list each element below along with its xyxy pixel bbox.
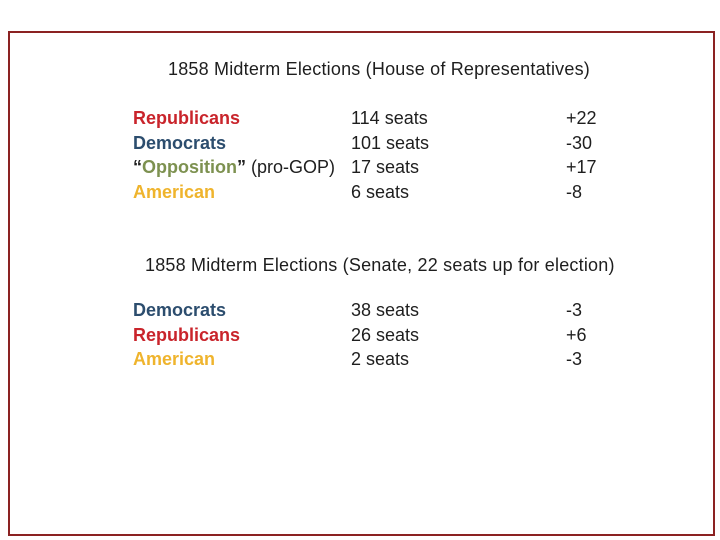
party-name: American bbox=[133, 181, 216, 202]
open-quote: “ bbox=[133, 157, 142, 177]
seats-value: 38 seats bbox=[351, 300, 420, 320]
house-results-table: Republicans 114 seats +22 Democrats 101 seat… bbox=[133, 106, 597, 204]
party-note: (pro-GOP) bbox=[245, 157, 335, 177]
party-name: Republicans bbox=[133, 324, 241, 345]
change-value: +17 bbox=[566, 157, 597, 177]
party-label: Democrats bbox=[133, 298, 351, 323]
seats-value: 114 seats bbox=[351, 108, 428, 128]
party-label: Republicans bbox=[133, 323, 351, 348]
party-label: Democrats bbox=[133, 131, 351, 156]
change-value: -30 bbox=[566, 132, 593, 153]
change-value: -3 bbox=[566, 300, 583, 320]
seats-value: 26 seats bbox=[351, 324, 420, 345]
party-name: Opposition bbox=[142, 157, 237, 177]
party-label: “Opposition” (pro-GOP) bbox=[133, 155, 351, 180]
party-label: American bbox=[133, 347, 351, 372]
seats-value: 101 seats bbox=[351, 132, 430, 153]
party-name: Republicans bbox=[133, 108, 241, 128]
seats-value: 2 seats bbox=[351, 349, 410, 369]
change-value: -3 bbox=[566, 349, 583, 369]
close-quote: ” bbox=[236, 157, 246, 177]
seats-value: 17 seats bbox=[351, 157, 420, 177]
party-label: Republicans bbox=[133, 106, 351, 131]
change-value: -8 bbox=[566, 181, 583, 202]
senate-section-title: 1858 Midterm Elections (Senate, 22 seats… bbox=[145, 255, 615, 275]
party-label: American bbox=[133, 180, 351, 205]
party-name: Democrats bbox=[133, 132, 227, 153]
change-value: +6 bbox=[566, 324, 587, 345]
senate-results-table: Democrats 38 seats -3 Republicans 26 seats +6… bbox=[133, 298, 587, 372]
party-name: Democrats bbox=[133, 300, 227, 320]
party-name: American bbox=[133, 349, 216, 369]
change-value: +22 bbox=[566, 108, 597, 128]
seats-value: 6 seats bbox=[351, 181, 410, 202]
house-section-title: 1858 Midterm Elections (House of Represe… bbox=[168, 59, 590, 79]
